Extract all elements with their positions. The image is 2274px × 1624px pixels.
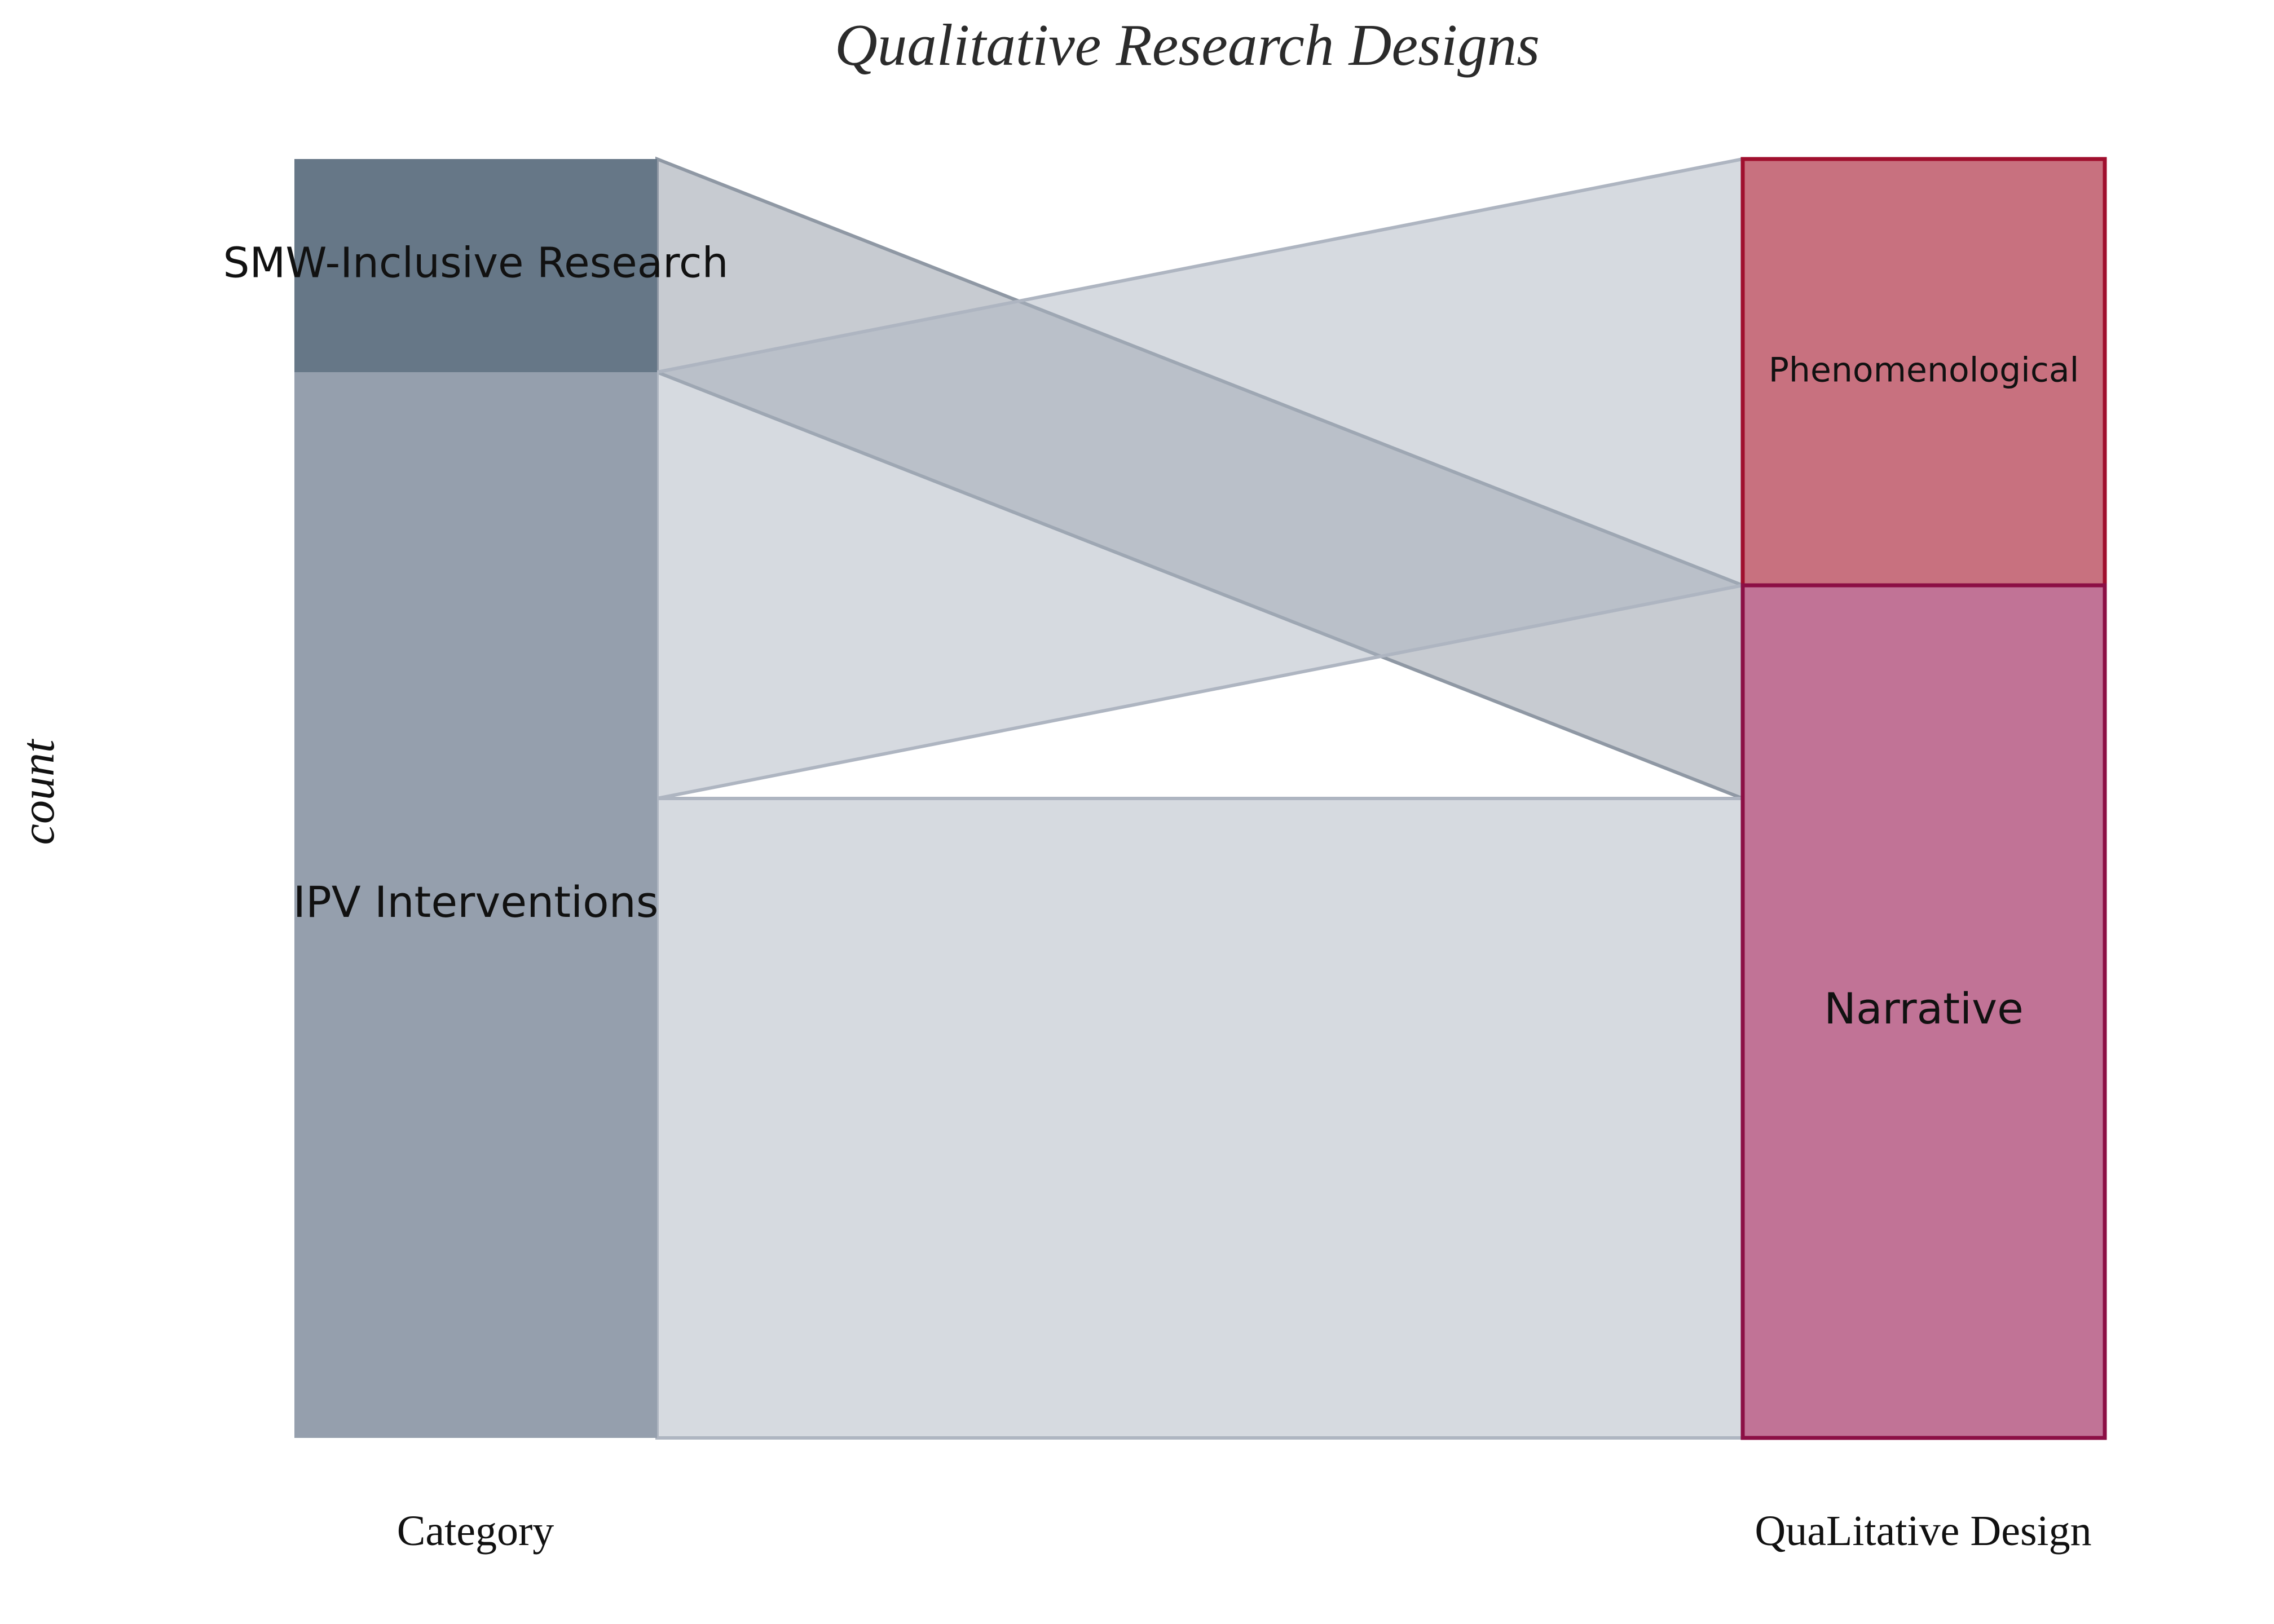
axis-label-qualitative-design: QuaLitative Design <box>1755 1507 2091 1555</box>
node-smw-inclusive-research <box>294 159 657 372</box>
chart-title: Qualitative Research Designs <box>835 12 1540 78</box>
node-label-phenomenological: Phenomenological <box>1769 351 2079 390</box>
node-narrative <box>1740 583 2107 1440</box>
node-labels-layer: SMW-Inclusive Research IPV Interventions P… <box>223 239 2079 1034</box>
node-label-smw-inclusive-research: SMW-Inclusive Research <box>223 239 729 288</box>
node-ipv-interventions <box>294 372 657 1438</box>
nodes-layer <box>294 157 2107 1440</box>
node-phenomenological <box>1740 157 2107 588</box>
node-label-ipv-interventions: IPV Interventions <box>293 877 659 927</box>
axis-label-category: Category <box>397 1507 554 1555</box>
flows-layer <box>655 156 1744 1440</box>
node-label-narrative: Narrative <box>1824 983 2024 1034</box>
flow-ipv-interventions-to-narrative <box>655 797 1744 1440</box>
y-axis-label: count <box>12 738 64 845</box>
